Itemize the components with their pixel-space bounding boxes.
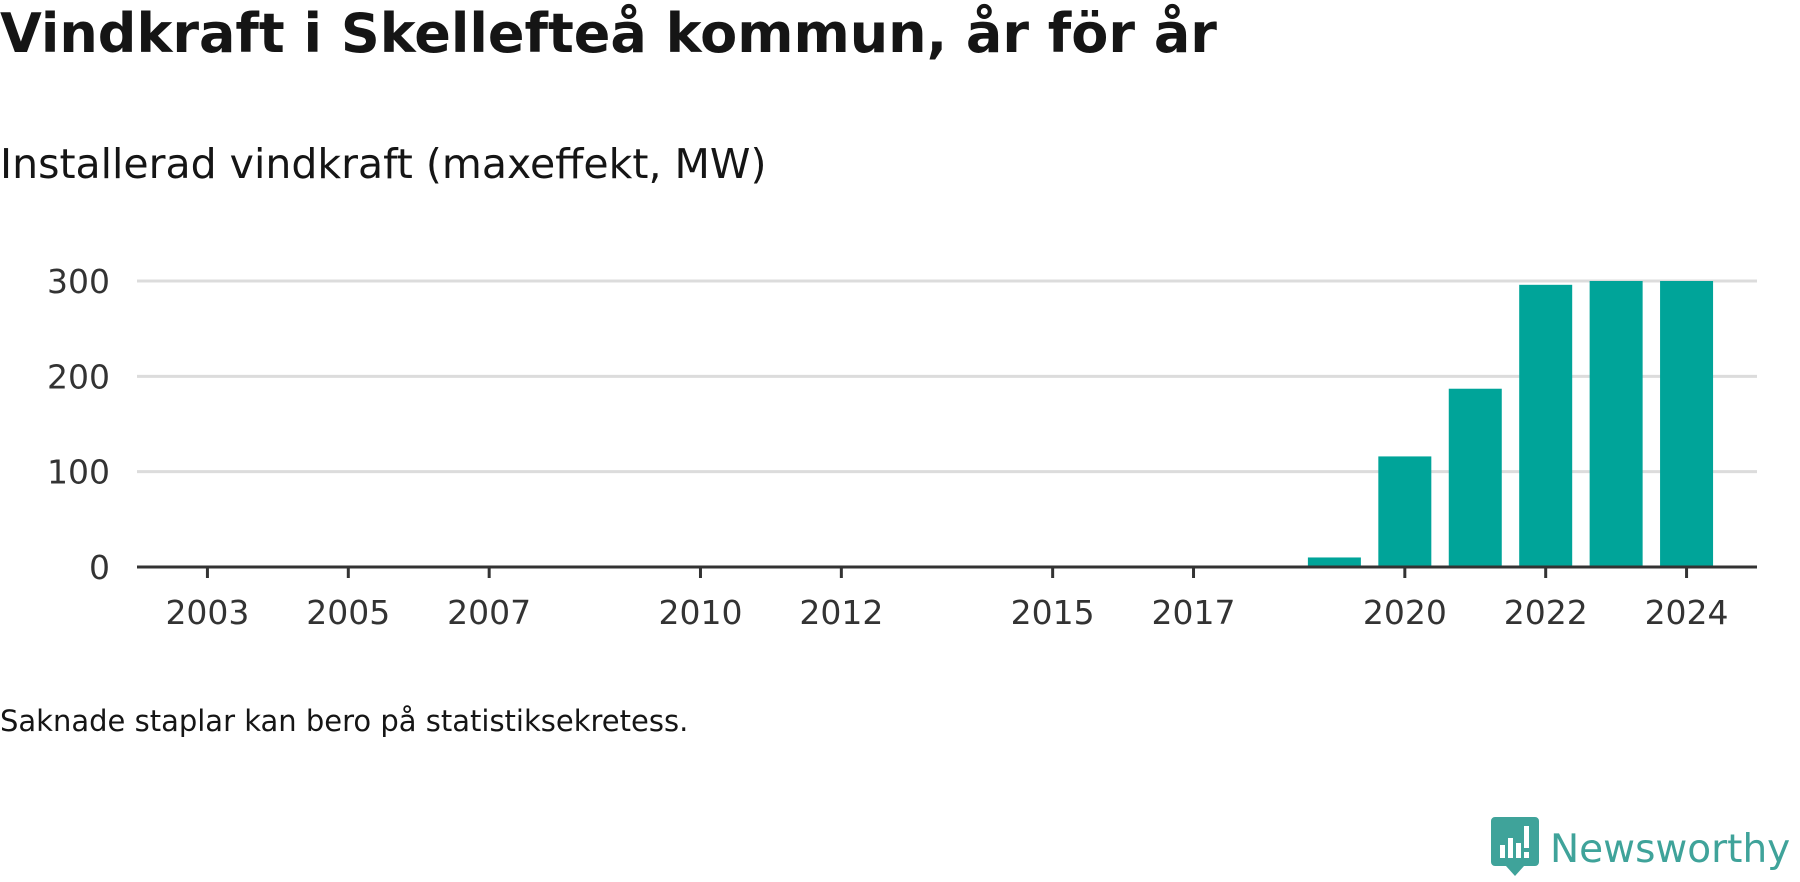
gridlines [137,279,1757,474]
x-tick-label: 2015 [1011,593,1095,632]
y-tick-label: 300 [47,262,110,301]
x-tick-label: 2020 [1363,593,1447,632]
newsworthy-logo-icon [1490,816,1540,882]
bar-2023 [1589,281,1643,567]
x-tick-label: 2005 [306,593,390,632]
bar-2019 [1307,557,1361,567]
x-tick-label: 2007 [447,593,531,632]
chart-title: Vindkraft i Skellefteå kommun, år för år [0,2,1217,65]
brand-name: Newsworthy [1550,826,1791,872]
x-tick-label: 2010 [658,593,742,632]
y-tick-label: 0 [89,548,110,587]
footnote: Saknade staplar kan bero på statistiksek… [0,704,689,738]
tick-labels: 0 100 200 300 2003 2005 2007 2010 2012 2015 2017 20… [47,262,1729,632]
brand-logo[interactable]: Newsworthy [1490,816,1790,882]
x-tick-label: 2024 [1645,593,1729,632]
chart-subtitle: Installerad vindkraft (maxeffekt, MW) [0,140,767,188]
x-tick-label: 2022 [1504,593,1588,632]
bar-2021 [1448,388,1502,567]
bar-2020 [1378,456,1432,567]
y-tick-label: 200 [47,357,110,396]
bar-2024 [1660,281,1714,567]
x-tick-label: 2012 [799,593,883,632]
x-axis [137,565,1757,578]
bars [1307,281,1714,567]
x-tick-label: 2017 [1152,593,1236,632]
bar-2022 [1519,284,1573,567]
y-tick-label: 100 [47,453,110,492]
x-tick-label: 2003 [165,593,249,632]
